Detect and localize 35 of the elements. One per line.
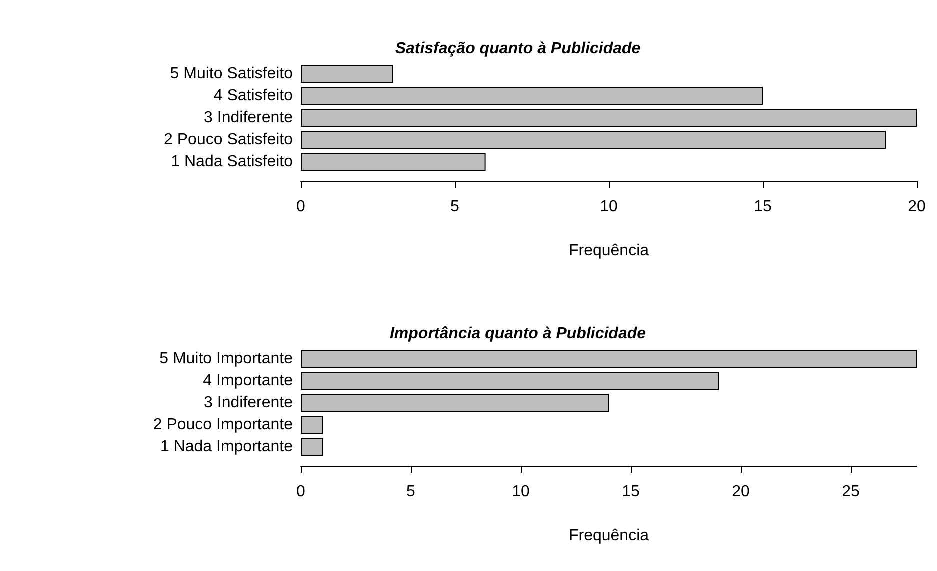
y-tick-label: 4 Importante <box>203 372 294 390</box>
y-tick-label: 2 Pouco Satisfeito <box>164 132 294 148</box>
bar <box>301 108 917 128</box>
bar <box>301 152 486 172</box>
y-tick-label: 1 Nada Importante <box>160 438 294 456</box>
x-tick-label: 10 <box>600 198 618 216</box>
bar <box>301 86 763 106</box>
y-tick-label: 4 Satisfeito <box>214 88 294 104</box>
x-tick-label: 25 <box>842 484 860 500</box>
bar <box>301 394 609 412</box>
x-tick-label: 0 <box>296 484 306 500</box>
bar <box>301 372 719 390</box>
x-tick-label: 20 <box>732 484 750 500</box>
x-tick-label: 0 <box>296 198 306 216</box>
y-tick-label: 2 Pouco Importante <box>153 416 294 434</box>
y-tick-label: 5 Muito Importante <box>160 350 294 368</box>
y-tick-label: 1 Nada Satisfeito <box>171 154 294 170</box>
bar <box>301 130 886 150</box>
x-tick-label: 20 <box>908 198 926 216</box>
bar <box>301 416 323 434</box>
x-tick-label: 15 <box>754 198 772 216</box>
y-tick-label: 5 Muito Satisfeito <box>170 66 294 82</box>
x-tick-label: 5 <box>450 198 460 216</box>
bar <box>301 64 394 84</box>
bar <box>301 350 917 368</box>
x-axis-title: Frequência <box>568 242 650 260</box>
x-tick-label: 10 <box>512 484 530 500</box>
x-tick-label: 5 <box>406 484 416 500</box>
chart-title: Satisfação quanto à Publicidade <box>395 40 641 58</box>
y-tick-label: 3 Indiferente <box>204 110 294 126</box>
y-tick-label: 3 Indiferente <box>204 394 294 412</box>
bar <box>301 438 323 456</box>
chart-title: Importância quanto à Publicidade <box>390 326 646 342</box>
x-axis-title: Frequência <box>568 528 650 544</box>
x-tick-label: 15 <box>622 484 640 500</box>
